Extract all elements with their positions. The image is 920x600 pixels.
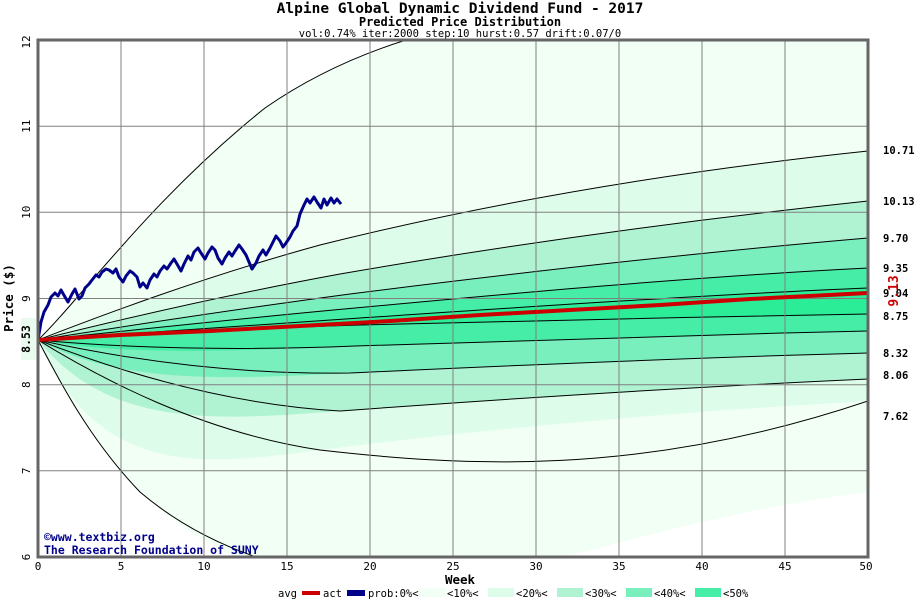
right-label-9-04: 9.04 [883,288,908,300]
legend-band-30-label: <30%< [585,588,617,600]
quantile-p40-high [38,267,868,341]
right-label-8-06: 8.06 [883,370,908,382]
xtick-0: 0 [35,560,42,573]
ytick-12: 12 [20,35,33,48]
right-label-7-62: 7.62 [883,411,908,423]
legend-act-swatch [347,590,365,596]
legend-band-0-label: prob:0%< [368,588,419,600]
xtick-25: 25 [446,560,459,573]
plot-frame [36,38,870,559]
xtick-30: 30 [529,560,542,573]
start-price-label: 8.53 [19,325,33,353]
right-quantile-labels: 10.71 10.13 9.70 9.35 9.04 8.75 8.32 8.0… [883,145,915,423]
y-axis-ticks: 6 7 8 9 10 11 12 [20,35,33,560]
legend-avg-label: avg [278,588,297,600]
y-axis-title: Price ($) [1,264,16,332]
legend-band-30-swatch [626,588,652,597]
chart-params: vol:0.74% iter:2000 step:10 hurst:0.57 d… [299,28,621,40]
watermark-line1: ©www.textbiz.org [44,530,155,544]
chart-subtitle: Predicted Price Distribution [359,15,561,29]
quantile-p40-low [38,330,868,349]
x-axis-ticks: 0 5 10 15 20 25 30 35 40 45 50 [35,560,873,573]
ytick-9: 9 [20,295,33,302]
xtick-50: 50 [859,560,872,573]
right-label-9-35: 9.35 [883,263,908,275]
xtick-45: 45 [778,560,791,573]
right-label-10-13: 10.13 [883,196,915,208]
grid-lines [38,40,868,557]
right-label-9-70: 9.70 [883,233,908,245]
x-axis-title: Week [445,572,476,587]
ytick-8: 8 [20,381,33,388]
legend-avg-swatch [302,591,320,595]
quantile-p20-high [38,200,868,341]
xtick-40: 40 [695,560,708,573]
xtick-10: 10 [197,560,210,573]
act-line-group [38,195,343,341]
legend-band-10-label: <10%< [447,588,479,600]
quantile-p10-high [38,150,868,341]
legend-band-0-swatch [419,588,445,597]
legend: avg act prob:0%< <10%< <20%< <30%< <40%<… [278,588,749,600]
quantile-outer-low [38,339,258,557]
legend-act-label: act [323,588,342,600]
ytick-7: 7 [20,467,33,474]
quantile-p30-high [38,237,868,341]
final-avg-label: 9.13 [887,275,902,306]
xtick-15: 15 [280,560,293,573]
watermark-line2: The Research Foundation of SUNY [44,543,259,557]
act-line [38,195,343,341]
xtick-20: 20 [363,560,376,573]
avg-line-group [38,291,868,342]
legend-band-20-label: <20%< [516,588,548,600]
right-label-10-71: 10.71 [883,145,915,157]
legend-band-20-swatch [557,588,583,597]
ytick-11: 11 [20,120,33,133]
ytick-10: 10 [20,206,33,219]
quantile-p10-low [38,339,868,463]
right-label-8-75: 8.75 [883,311,908,323]
legend-band-40-swatch [695,588,721,597]
quantile-p20-low [38,339,868,412]
legend-band-10-swatch [488,588,514,597]
ytick-6: 6 [20,554,33,561]
start-price-highlight [21,318,36,360]
right-label-8-32: 8.32 [883,348,908,360]
legend-band-40-label: <40%< [654,588,686,600]
chart-title: Alpine Global Dynamic Dividend Fund - 20… [277,1,644,17]
xtick-35: 35 [612,560,625,573]
xtick-5: 5 [118,560,125,573]
quantile-p30-low [38,339,868,374]
avg-line [38,291,868,342]
legend-band-50-label: <50% [723,588,749,600]
